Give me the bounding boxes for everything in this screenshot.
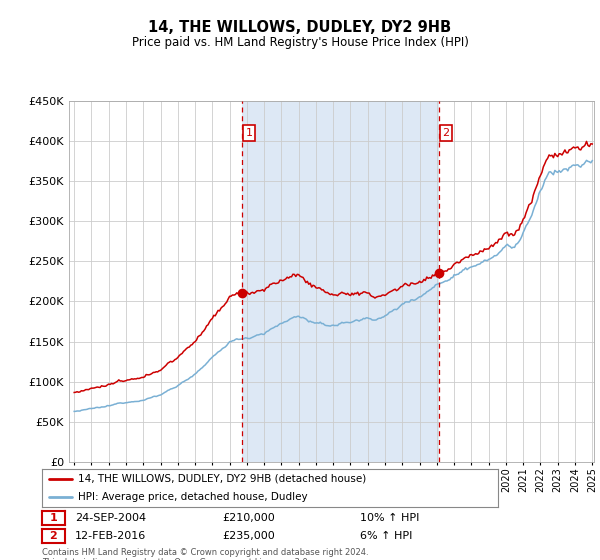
Text: 1: 1 [245,128,253,138]
Text: Price paid vs. HM Land Registry's House Price Index (HPI): Price paid vs. HM Land Registry's House … [131,36,469,49]
Text: 14, THE WILLOWS, DUDLEY, DY2 9HB: 14, THE WILLOWS, DUDLEY, DY2 9HB [148,20,452,35]
Text: £235,000: £235,000 [222,531,275,541]
Text: £210,000: £210,000 [222,513,275,523]
Text: 14, THE WILLOWS, DUDLEY, DY2 9HB (detached house): 14, THE WILLOWS, DUDLEY, DY2 9HB (detach… [79,474,367,484]
Text: 6% ↑ HPI: 6% ↑ HPI [360,531,412,541]
Text: Contains HM Land Registry data © Crown copyright and database right 2024.
This d: Contains HM Land Registry data © Crown c… [42,548,368,560]
Text: 2: 2 [50,531,57,541]
Text: 12-FEB-2016: 12-FEB-2016 [75,531,146,541]
Text: 24-SEP-2004: 24-SEP-2004 [75,513,146,523]
Text: 10% ↑ HPI: 10% ↑ HPI [360,513,419,523]
Text: 1: 1 [50,513,57,523]
Bar [242,101,439,462]
Text: HPI: Average price, detached house, Dudley: HPI: Average price, detached house, Dudl… [79,492,308,502]
Text: 2: 2 [442,128,449,138]
